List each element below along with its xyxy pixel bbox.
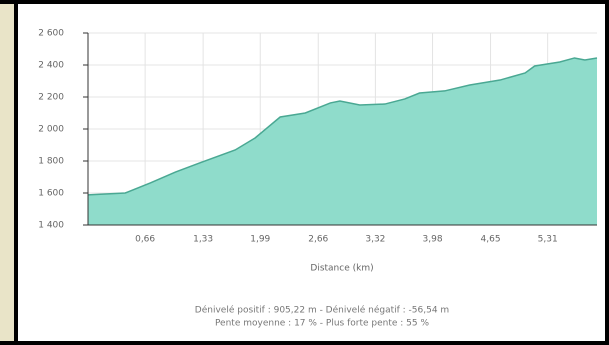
y-tick-label: 2 200 xyxy=(38,93,64,103)
x-axis-label: Distance (km) xyxy=(310,264,373,274)
y-tick-label: 2 600 xyxy=(38,29,64,39)
y-tick-label: 1 800 xyxy=(38,157,64,167)
y-tick-label: 2 400 xyxy=(38,61,64,71)
elevation-line xyxy=(87,57,598,196)
y-tick-label: 1 400 xyxy=(38,221,64,231)
area-fill xyxy=(88,57,597,226)
y-tick-label: 2 000 xyxy=(38,125,64,135)
x-tick-label: 1,99 xyxy=(250,235,270,245)
x-tick-label: 0,66 xyxy=(135,235,155,245)
x-tick-label: 1,33 xyxy=(193,235,213,245)
x-tick-label: 3,32 xyxy=(365,235,385,245)
x-tick-label: 3,98 xyxy=(423,235,443,245)
x-tick-label: 2,66 xyxy=(308,235,328,245)
x-tick-label: 5,31 xyxy=(538,235,558,245)
note: Dénivelé positif : 905,22 m - Dénivelé n… xyxy=(195,305,449,316)
y-tick-label: 1 600 xyxy=(38,189,64,199)
note: Pente moyenne : 17 % - Plus forte pente … xyxy=(215,319,430,329)
x-tick-label: 4,65 xyxy=(481,235,501,245)
side-strip xyxy=(0,4,14,341)
